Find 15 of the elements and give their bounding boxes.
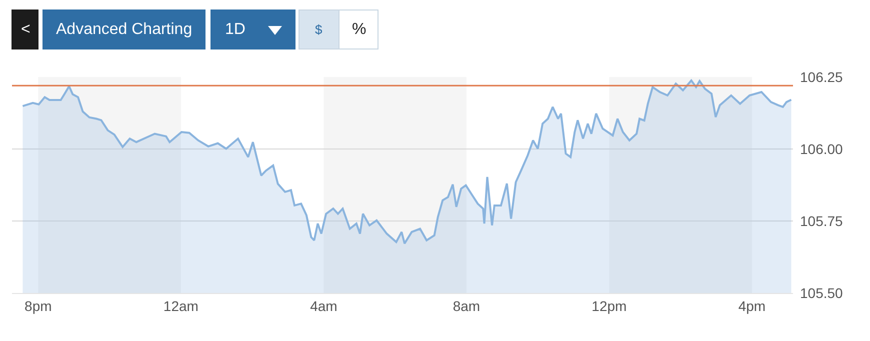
y-tick-label: 105.75	[800, 212, 844, 229]
x-tick-label: 12am	[163, 298, 198, 314]
x-tick-label: 4am	[310, 298, 338, 314]
x-tick-label: 4pm	[738, 298, 766, 314]
text: 1D	[225, 21, 246, 38]
y-tick-label: 106.25	[800, 68, 844, 85]
x-tick-label: 8am	[452, 298, 480, 314]
x-tick-label: 12pm	[592, 298, 627, 314]
text: Advanced Charting	[56, 21, 192, 38]
y-tick-label: 106.00	[800, 140, 844, 157]
y-tick-label: 105.50	[800, 284, 844, 301]
text: $	[315, 22, 323, 37]
text: <	[21, 21, 30, 38]
x-tick-label: 8pm	[24, 298, 52, 314]
text: %	[352, 21, 366, 38]
